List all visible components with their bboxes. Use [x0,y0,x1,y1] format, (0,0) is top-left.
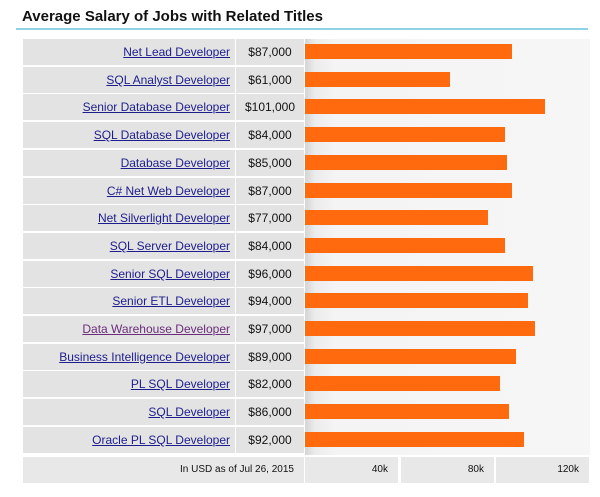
x-tick-cell: 40k [305,457,398,483]
job-title-link[interactable]: Database Developer [120,156,230,170]
job-title-link[interactable]: C# Net Web Developer [106,184,230,198]
job-title-cell: Senior Database Developer [23,94,235,120]
job-title-link[interactable]: Net Lead Developer [123,45,230,59]
job-title-link[interactable]: Senior Database Developer [82,100,230,114]
job-title-link[interactable]: PL SQL Developer [130,377,230,391]
salary-value: $82,000 [236,371,304,397]
plot-area [305,39,590,455]
currency-note: In USD as of Jul 26, 2015 [23,457,304,483]
salary-bar [305,72,450,87]
job-title-link[interactable]: SQL Developer [148,405,230,419]
salary-value: $92,000 [236,427,304,453]
salary-value: $85,000 [236,150,304,176]
salary-value: $89,000 [236,344,304,370]
job-title-cell: Net Lead Developer [23,39,235,65]
job-title-cell: Business Intelligence Developer [23,344,235,370]
table-row: Business Intelligence Developer $89,000 [23,344,590,370]
salary-bar [305,183,512,198]
table-row: Data Warehouse Developer $97,000 [23,316,590,342]
salary-value: $87,000 [236,178,304,204]
job-title-link[interactable]: SQL Database Developer [93,128,230,142]
chart-title: Average Salary of Jobs with Related Titl… [22,8,323,25]
salary-value: $101,000 [236,94,304,120]
salary-value: $61,000 [236,67,304,93]
salary-bar [305,432,524,447]
salary-value: $96,000 [236,261,304,287]
job-title-cell: SQL Server Developer [23,233,235,259]
salary-bar [305,127,505,142]
salary-chart: Net Lead Developer $87,000 SQL Analyst Dev… [23,39,590,483]
table-row: Senior ETL Developer $94,000 [23,288,590,314]
salary-bar [305,404,509,419]
salary-value: $87,000 [236,39,304,65]
title-divider [16,28,588,30]
job-title-cell: Data Warehouse Developer [23,316,235,342]
table-row: SQL Developer $86,000 [23,399,590,425]
job-title-cell: SQL Database Developer [23,122,235,148]
job-title-link[interactable]: SQL Analyst Developer [106,73,230,87]
salary-bar [305,293,528,308]
table-row: Senior Database Developer $101,000 [23,94,590,120]
salary-value: $84,000 [236,233,304,259]
job-title-link[interactable]: Data Warehouse Developer [82,322,230,336]
job-title-cell: Senior SQL Developer [23,261,235,287]
salary-bar [305,155,507,170]
x-tick-cell: 80k [401,457,494,483]
salary-value: $77,000 [236,205,304,231]
currency-note-text: In USD as of Jul 26, 2015 [180,464,294,475]
x-tick-cell: 120k [496,457,589,483]
table-row: Net Lead Developer $87,000 [23,39,590,65]
job-title-cell: Oracle PL SQL Developer [23,427,235,453]
job-title-link[interactable]: SQL Server Developer [109,239,230,253]
salary-bar [305,321,535,336]
table-row: C# Net Web Developer $87,000 [23,178,590,204]
table-row: Net Silverlight Developer $77,000 [23,205,590,231]
job-title-link[interactable]: Net Silverlight Developer [97,211,230,225]
salary-bar [305,210,488,225]
x-tick-label: 40k [371,464,388,475]
table-row: PL SQL Developer $82,000 [23,371,590,397]
job-title-cell: Senior ETL Developer [23,288,235,314]
job-title-cell: SQL Developer [23,399,235,425]
job-title-link[interactable]: Oracle PL SQL Developer [92,433,230,447]
salary-bar [305,376,500,391]
job-title-link[interactable]: Senior SQL Developer [110,267,230,281]
salary-value: $84,000 [236,122,304,148]
table-row: Senior SQL Developer $96,000 [23,261,590,287]
salary-bar [305,349,516,364]
job-title-cell: PL SQL Developer [23,371,235,397]
salary-bar [305,99,545,114]
salary-value: $97,000 [236,316,304,342]
job-title-link[interactable]: Senior ETL Developer [112,294,230,308]
table-row: SQL Analyst Developer $61,000 [23,67,590,93]
salary-value: $86,000 [236,399,304,425]
x-tick-label: 120k [557,464,579,475]
table-row: Database Developer $85,000 [23,150,590,176]
job-title-cell: SQL Analyst Developer [23,67,235,93]
x-tick-label: 80k [467,464,484,475]
salary-value: $94,000 [236,288,304,314]
job-title-cell: Net Silverlight Developer [23,205,235,231]
salary-bar [305,44,512,59]
table-row: SQL Database Developer $84,000 [23,122,590,148]
job-title-cell: C# Net Web Developer [23,178,235,204]
salary-bar [305,266,533,281]
table-row: Oracle PL SQL Developer $92,000 [23,427,590,453]
table-row: SQL Server Developer $84,000 [23,233,590,259]
job-title-link[interactable]: Business Intelligence Developer [59,350,230,364]
job-title-cell: Database Developer [23,150,235,176]
salary-bar [305,238,505,253]
